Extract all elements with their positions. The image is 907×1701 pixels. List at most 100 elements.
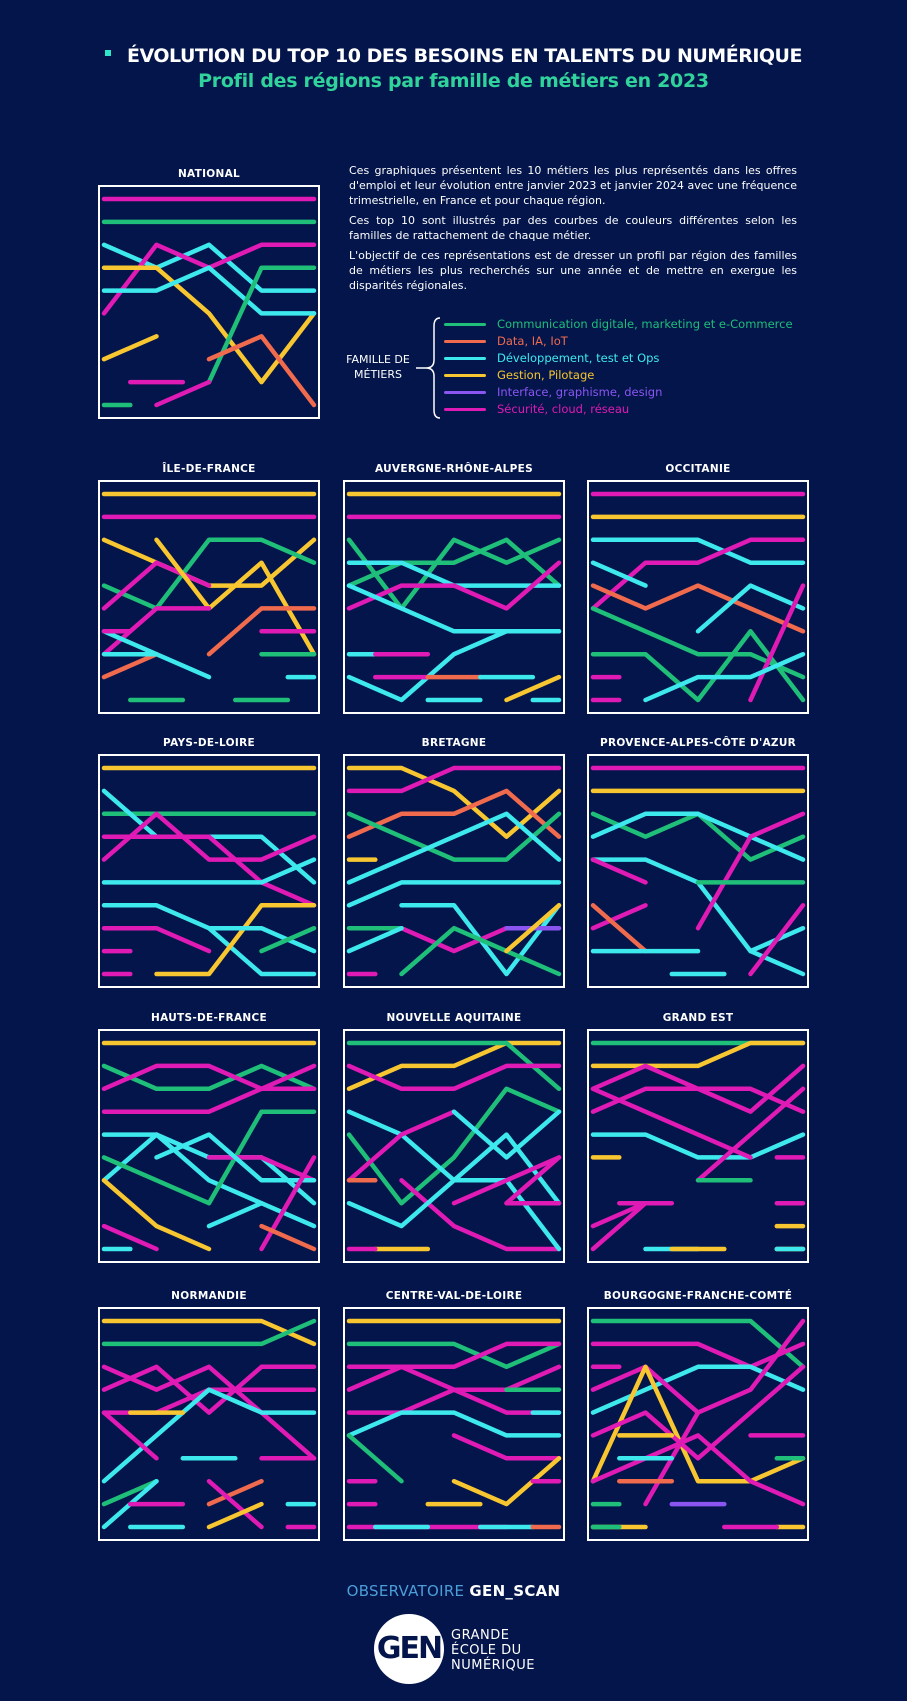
series-line-ges-5 [590,1364,806,1484]
series-line-dev-7 [346,1178,562,1252]
series-line-sec-9 [154,379,212,408]
chart-plot [587,1029,809,1263]
series-line-com-3 [346,811,562,862]
chart-title: BOURGOGNE-FRANCHE-COMTÉ [603,1290,793,1302]
school-name-line-2: ÉCOLE DU [451,1643,522,1658]
series-line-com-3 [346,1086,562,1206]
series-line-dev-2 [590,537,806,565]
series-line-ges-0 [346,1040,562,1092]
chart-panel-centre-val-de-loire: CENTRE-VAL-DE-LOIRE [343,1290,565,1541]
series-line-sec-14 [206,1478,264,1530]
chart-panel-grand-est: GRAND EST [587,1012,809,1263]
series-line-sec-3 [101,1364,317,1415]
chart-panel-provence-alpes-cote-d-azur: PROVENCE-ALPES-CÔTE D'AZUR [587,737,809,988]
legend-text-sec: Sécurité, cloud, réseau [497,402,630,416]
series-line-sec-2 [346,1341,562,1370]
chart-frame [343,1307,565,1541]
legend-swatch-dev [444,357,486,360]
chart-title: AUVERGNE-RHÔNE-ALPES [374,463,533,475]
series-line-sec-3 [590,1063,806,1114]
series-line-sec-12 [259,1155,317,1252]
chart-plot [98,1029,320,1263]
series-line-sec-5 [695,811,806,931]
series-line-dev-4 [590,560,648,588]
series-line-sec-3 [346,1364,562,1392]
legend-swatch-ges [444,374,486,377]
series-line-com-1 [346,1341,562,1370]
series-line-sec-11 [590,1200,648,1229]
chart-frame [343,1029,565,1263]
title-bullet-icon [105,49,112,56]
series-line-sec-7 [451,1433,562,1461]
series-line-com-8 [590,629,806,703]
chart-panel-bretagne: BRETAGNE [343,737,565,988]
series-line-sec-8-0 [590,1200,648,1252]
series-line-sec-6 [590,1364,806,1461]
chart-panel-auvergne-rhone-alpes: AUVERGNE-RHÔNE-ALPES [343,463,565,714]
chart-panel-ile-de-france: ÎLE-DE-FRANCE [98,463,320,714]
series-line-sec-7 [590,903,648,931]
series-line-com-10 [101,1478,159,1507]
gen-logo: GEN [374,1614,444,1684]
series-line-com-3 [101,537,317,611]
chart-frame [343,754,565,988]
series-line-sec-11 [101,1223,159,1252]
series-line-com-10 [259,925,317,954]
series-line-sec-10 [748,903,806,977]
series-line-dev-8 [451,1109,562,1160]
chart-title: PAYS-DE-LOIRE [163,737,255,749]
chart-panel-pays-de-loire: PAYS-DE-LOIRE [98,737,320,988]
legend-swatch-com [444,323,486,326]
chart-frame [587,480,809,714]
series-line-sec-1 [346,765,562,794]
chart-frame [587,1029,809,1263]
chart-frame [98,185,320,419]
series-line-data-13 [259,1223,317,1252]
series-line-dev-8 [154,1132,317,1183]
legend-label: FAMILLE DE MÉTIERS [346,353,410,381]
chart-title: NATIONAL [177,168,241,180]
chart-title: BRETAGNE [421,737,487,749]
series-line-sec-7 [590,1433,806,1507]
series-line-sec-7 [206,1155,317,1183]
series-line-sec-3 [101,242,317,316]
series-line-data-7 [206,334,317,408]
series-line-ges-0 [101,1318,317,1347]
series-line-data-5 [590,583,806,634]
series-line-ges-9 [101,1178,212,1252]
chart-title: GRAND EST [662,1012,734,1024]
series-line-sec-6 [101,1410,159,1461]
series-line-data-11 [590,903,648,954]
series-line-ges-5 [154,537,317,657]
legend-swatch-data [444,340,486,343]
series-line-ges-13 [504,903,562,954]
series-line-sec-3 [101,811,317,862]
series-line-data-2 [346,788,562,839]
series-line-sec-7 [101,925,212,954]
description-paragraph-1: Ces graphiques présentent les 10 métiers… [349,164,797,207]
chart-frame [587,754,809,988]
series-line-sec-4 [101,1387,317,1415]
chart-title: CENTRE-VAL-DE-LOIRE [385,1290,523,1302]
page-subtitle: Profil des régions par famille de métier… [198,70,709,92]
series-line-dev-5 [346,1410,562,1438]
footer-observatoire: OBSERVATOIRE GEN_SCAN [0,1582,907,1600]
legend-swatch-ui [444,391,486,394]
chart-panel-national: NATIONAL [98,168,320,419]
series-line-com-1 [346,1040,562,1092]
series-line-sec-6 [695,1086,806,1183]
series-line-dev-10 [206,1200,317,1229]
chart-panel-bourgogne-franche-comte: BOURGOGNE-FRANCHE-COMTÉ [587,1290,809,1541]
description-paragraph-3: L'objectif de ces représentations est de… [349,249,797,292]
series-line-sec-4 [101,834,317,908]
series-line-dev-3 [590,811,806,862]
series-line-com-6 [101,1109,317,1206]
series-line-sec-6 [590,857,648,885]
series-line-data-6 [206,606,317,657]
series-line-com-3 [346,537,562,588]
series-line-com-0 [590,1318,806,1370]
chart-plot [587,480,809,714]
chart-plot [343,1307,565,1541]
chart-frame [98,1029,320,1263]
school-name: GRANDE ÉCOLE DU NUMÉRIQUE [451,1628,591,1673]
